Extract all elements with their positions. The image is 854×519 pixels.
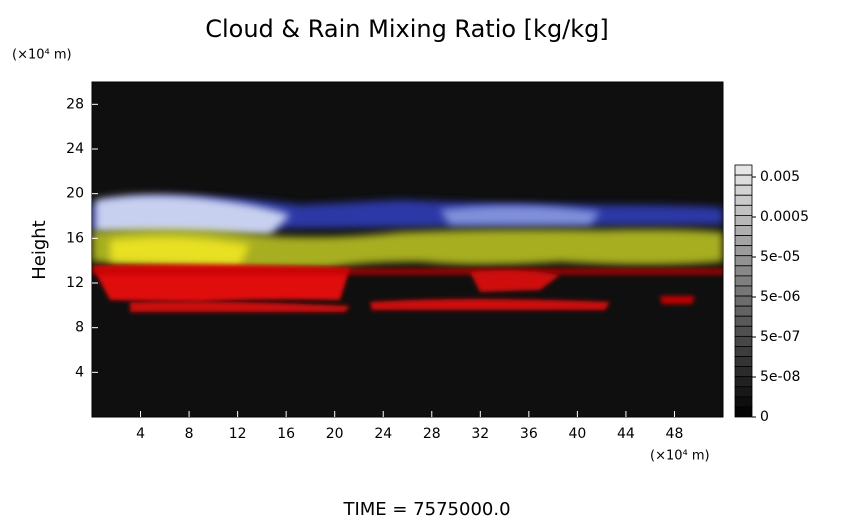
colorbar-cell <box>734 356 753 367</box>
colorbar-cell <box>734 265 753 277</box>
footer: TIME = 7575000.0 <box>342 499 510 519</box>
x-tick-label: 28 <box>423 426 441 442</box>
colorbar-cell <box>734 255 753 267</box>
colorbar: 0.005 0.0005 5e-05 5e-06 5e-07 5e-08 0 <box>734 164 809 425</box>
colorbar-label: 0.005 <box>760 169 800 185</box>
colorbar-cell <box>734 235 753 247</box>
colorbar-cell <box>734 225 753 236</box>
x-tick-label: 48 <box>666 426 684 442</box>
y-tick-label: 16 <box>66 230 84 246</box>
colorbar-cell <box>734 325 753 337</box>
x-tick-label: 16 <box>277 426 295 442</box>
colorbar-cell <box>734 346 753 357</box>
x-unit: (×10⁴ m) <box>650 449 710 464</box>
colorbar-label: 0.0005 <box>760 209 809 225</box>
colorbar-label: 5e-08 <box>760 369 800 385</box>
y-tick-label: 28 <box>66 96 84 112</box>
x-tick-label: 40 <box>568 426 586 442</box>
y-tick-label: 20 <box>66 186 84 202</box>
chart-title: Cloud & Rain Mixing Ratio [kg/kg] <box>205 15 609 43</box>
cloud-field <box>92 195 723 312</box>
colorbar-cell <box>734 295 753 307</box>
colorbar-cell <box>734 275 753 287</box>
x-tick-label: 12 <box>229 426 247 442</box>
colorbar-cell <box>734 214 753 226</box>
y-tick-label: 12 <box>66 275 84 291</box>
x-tick-label: 20 <box>326 426 344 442</box>
colorbar-cell <box>734 376 753 388</box>
x-tick-label: 32 <box>471 426 489 442</box>
y-tick-label: 8 <box>75 320 84 336</box>
colorbar-cell <box>734 305 753 317</box>
colorbar-cell <box>734 396 753 408</box>
colorbar-cell <box>734 386 753 398</box>
x-tick-label: 24 <box>374 426 392 442</box>
colorbar-cell <box>734 335 753 347</box>
colorbar-cell <box>734 366 753 378</box>
y-tick-label: 4 <box>75 364 84 380</box>
x-tick-label: 44 <box>617 426 635 442</box>
y-unit: (×10⁴ m) <box>12 48 72 63</box>
y-tick-label: 24 <box>66 141 84 157</box>
colorbar-cell <box>734 245 753 257</box>
colorbar-cell <box>734 315 753 327</box>
colorbar-cell <box>734 174 753 186</box>
colorbar-label: 5e-07 <box>760 329 800 345</box>
colorbar-label: 5e-05 <box>760 249 800 265</box>
colorbar-label: 5e-06 <box>760 289 800 305</box>
colorbar-cell <box>734 406 753 418</box>
colorbar-cell <box>734 204 753 216</box>
colorbar-label: 0 <box>760 409 769 425</box>
y-axis-label: Height <box>29 220 50 280</box>
x-tick-label: 36 <box>520 426 538 442</box>
colorbar-cell <box>734 184 753 196</box>
x-tick-label: 4 <box>136 426 145 442</box>
colorbar-cell <box>734 164 753 176</box>
colorbar-cell <box>734 194 753 206</box>
x-tick-label: 8 <box>185 426 194 442</box>
colorbar-cell <box>734 285 753 297</box>
